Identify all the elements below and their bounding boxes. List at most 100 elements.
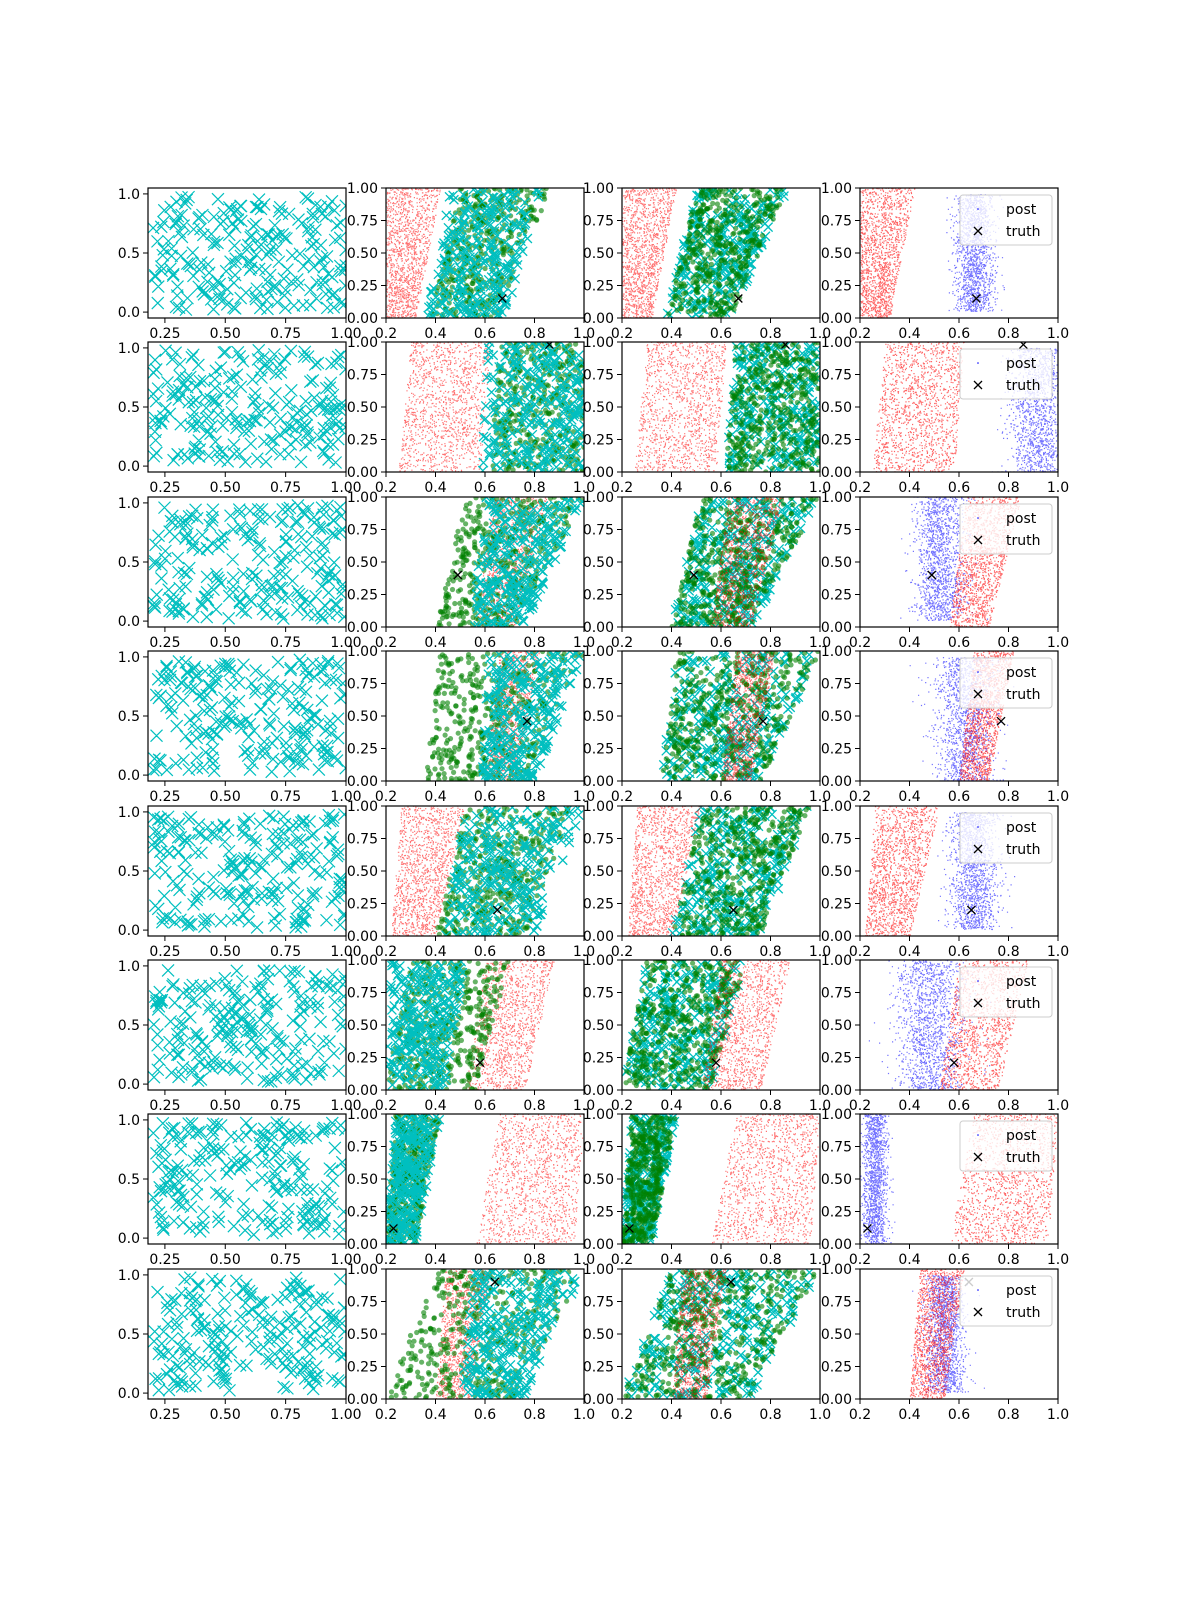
x-tick-label: 1.0 [573, 944, 595, 960]
series-layer [865, 806, 1016, 936]
x-tick-label: 0.25 [149, 789, 180, 805]
y-tick-label: 0.00 [821, 1392, 852, 1408]
x-tick-label: 0.2 [849, 635, 871, 651]
x-tick-label: 1.00 [330, 1098, 361, 1114]
x-tick-label: 1.0 [809, 944, 831, 960]
y-tick-label: 0.25 [821, 742, 852, 758]
x-tick-label: 0.8 [759, 1098, 781, 1114]
x-tick-label: 0.4 [424, 789, 446, 805]
y-tick-label: 0.00 [583, 1392, 614, 1408]
y-tick-label: 1.00 [821, 1262, 852, 1278]
y-tick-label: 1.00 [583, 335, 614, 351]
legend-truth-icon [973, 226, 983, 236]
x-tick-label: 0.50 [210, 1407, 241, 1423]
cyan-x-markers [148, 807, 346, 934]
legend-truth-label: truth [1006, 687, 1040, 703]
cyan-x-markers [148, 1271, 346, 1397]
y-tick-label: 0.50 [821, 1018, 852, 1034]
x-tick-label: 0.2 [375, 944, 397, 960]
red-dots [703, 960, 790, 1090]
y-tick-label: 0.50 [347, 246, 378, 262]
x-tick-label: 0.8 [997, 1252, 1019, 1268]
x-tick-label: 0.4 [660, 944, 682, 960]
y-tick-label: 0.5 [118, 400, 140, 416]
x-tick-label: 0.2 [375, 789, 397, 805]
green-circles [666, 188, 784, 318]
legend-post-icon [977, 980, 979, 982]
x-tick-label: 1.0 [809, 789, 831, 805]
truth-marker [1018, 342, 1028, 350]
y-tick-label: 1.00 [347, 644, 378, 660]
y-tick-label: 1.00 [821, 490, 852, 506]
panel-r4-c1: 0.0 0.5 1.0 0.25 0.50 0.75 1.00 [118, 650, 362, 805]
truth-marker [522, 716, 532, 726]
y-tick-label: 1.00 [821, 1107, 852, 1123]
y-tick-label: 0.25 [347, 279, 378, 295]
truth-marker [726, 1277, 736, 1287]
y-tick-label: 0.5 [118, 555, 140, 571]
panel-r3-c1: 0.0 0.5 1.0 0.25 0.50 0.75 1.00 [118, 496, 362, 651]
cyan-x-markers [469, 497, 584, 627]
legend-truth-icon [973, 689, 983, 699]
truth-marker [689, 570, 699, 580]
cyan-x-markers [386, 1114, 445, 1244]
green-circles [436, 497, 584, 627]
x-tick-label: 0.6 [710, 1407, 732, 1423]
x-tick-label: 1.00 [330, 635, 361, 651]
x-tick-label: 1.00 [330, 789, 361, 805]
x-tick-label: 1.0 [573, 1252, 595, 1268]
y-tick-label: 1.00 [583, 490, 614, 506]
x-tick-label: 0.8 [997, 1407, 1019, 1423]
x-tick-label: 1.00 [330, 1407, 361, 1423]
x-tick-label: 0.8 [523, 326, 545, 342]
cyan-x-markers [148, 190, 346, 317]
y-tick-label: 1.00 [583, 1107, 614, 1123]
y-tick-label: 0.25 [583, 279, 614, 295]
y-tick-label: 0.00 [821, 774, 852, 790]
x-tick-label: 0.25 [149, 326, 180, 342]
panel-r8-c1: 0.0 0.5 1.0 0.25 0.50 0.75 1.00 [118, 1268, 362, 1423]
legend: post truth [959, 812, 1053, 864]
legend-truth-icon [973, 1152, 983, 1162]
y-tick-label: 0.25 [347, 433, 378, 449]
blue-dots [860, 1114, 896, 1244]
x-tick-label: 0.8 [523, 480, 545, 496]
x-tick-label: 0.2 [849, 480, 871, 496]
red-dots [386, 188, 441, 318]
panel-r2-c3: 0.00 0.25 0.50 0.75 1.00 0.2 0.4 0.6 0.8 1.0 [583, 335, 831, 496]
x-tick-label: 1.0 [573, 1407, 595, 1423]
series-layer [148, 1271, 346, 1397]
x-tick-label: 0.6 [474, 1407, 496, 1423]
y-tick-label: 0.50 [583, 1327, 614, 1343]
x-tick-label: 0.4 [660, 789, 682, 805]
panel-r5-c1: 0.0 0.5 1.0 0.25 0.50 0.75 1.00 [118, 805, 362, 960]
blue-dots [868, 960, 992, 1090]
x-tick-label: 0.25 [149, 1252, 180, 1268]
y-tick-label: 0.75 [821, 986, 852, 1002]
y-tick-label: 0.50 [347, 1327, 378, 1343]
x-tick-label: 0.8 [997, 480, 1019, 496]
legend-post-label: post [1006, 356, 1037, 372]
cyan-x-markers [477, 651, 584, 781]
x-tick-label: 0.2 [611, 635, 633, 651]
legend-truth-label: truth [1006, 533, 1040, 549]
x-tick-label: 0.6 [948, 944, 970, 960]
x-tick-label: 0.2 [611, 1098, 633, 1114]
y-tick-label: 0.25 [347, 897, 378, 913]
panel-r2-c2: 0.00 0.25 0.50 0.75 1.00 0.2 0.4 0.6 0.8 1.0 [347, 335, 595, 496]
x-tick-label: 0.8 [997, 944, 1019, 960]
series-layer [148, 807, 346, 934]
y-tick-label: 0.75 [347, 677, 378, 693]
legend-post-label: post [1006, 974, 1037, 990]
x-tick-label: 1.0 [1047, 1407, 1069, 1423]
x-tick-label: 0.75 [270, 480, 301, 496]
x-tick-label: 0.6 [948, 1407, 970, 1423]
x-tick-label: 0.6 [474, 635, 496, 651]
cyan-x-markers [386, 960, 468, 1090]
y-tick-label: 0.75 [583, 832, 614, 848]
y-tick-label: 0.75 [821, 1295, 852, 1311]
y-tick-label: 1.00 [583, 953, 614, 969]
legend: post truth [959, 503, 1053, 555]
x-tick-label: 1.0 [1047, 480, 1069, 496]
x-tick-label: 1.0 [809, 1252, 831, 1268]
